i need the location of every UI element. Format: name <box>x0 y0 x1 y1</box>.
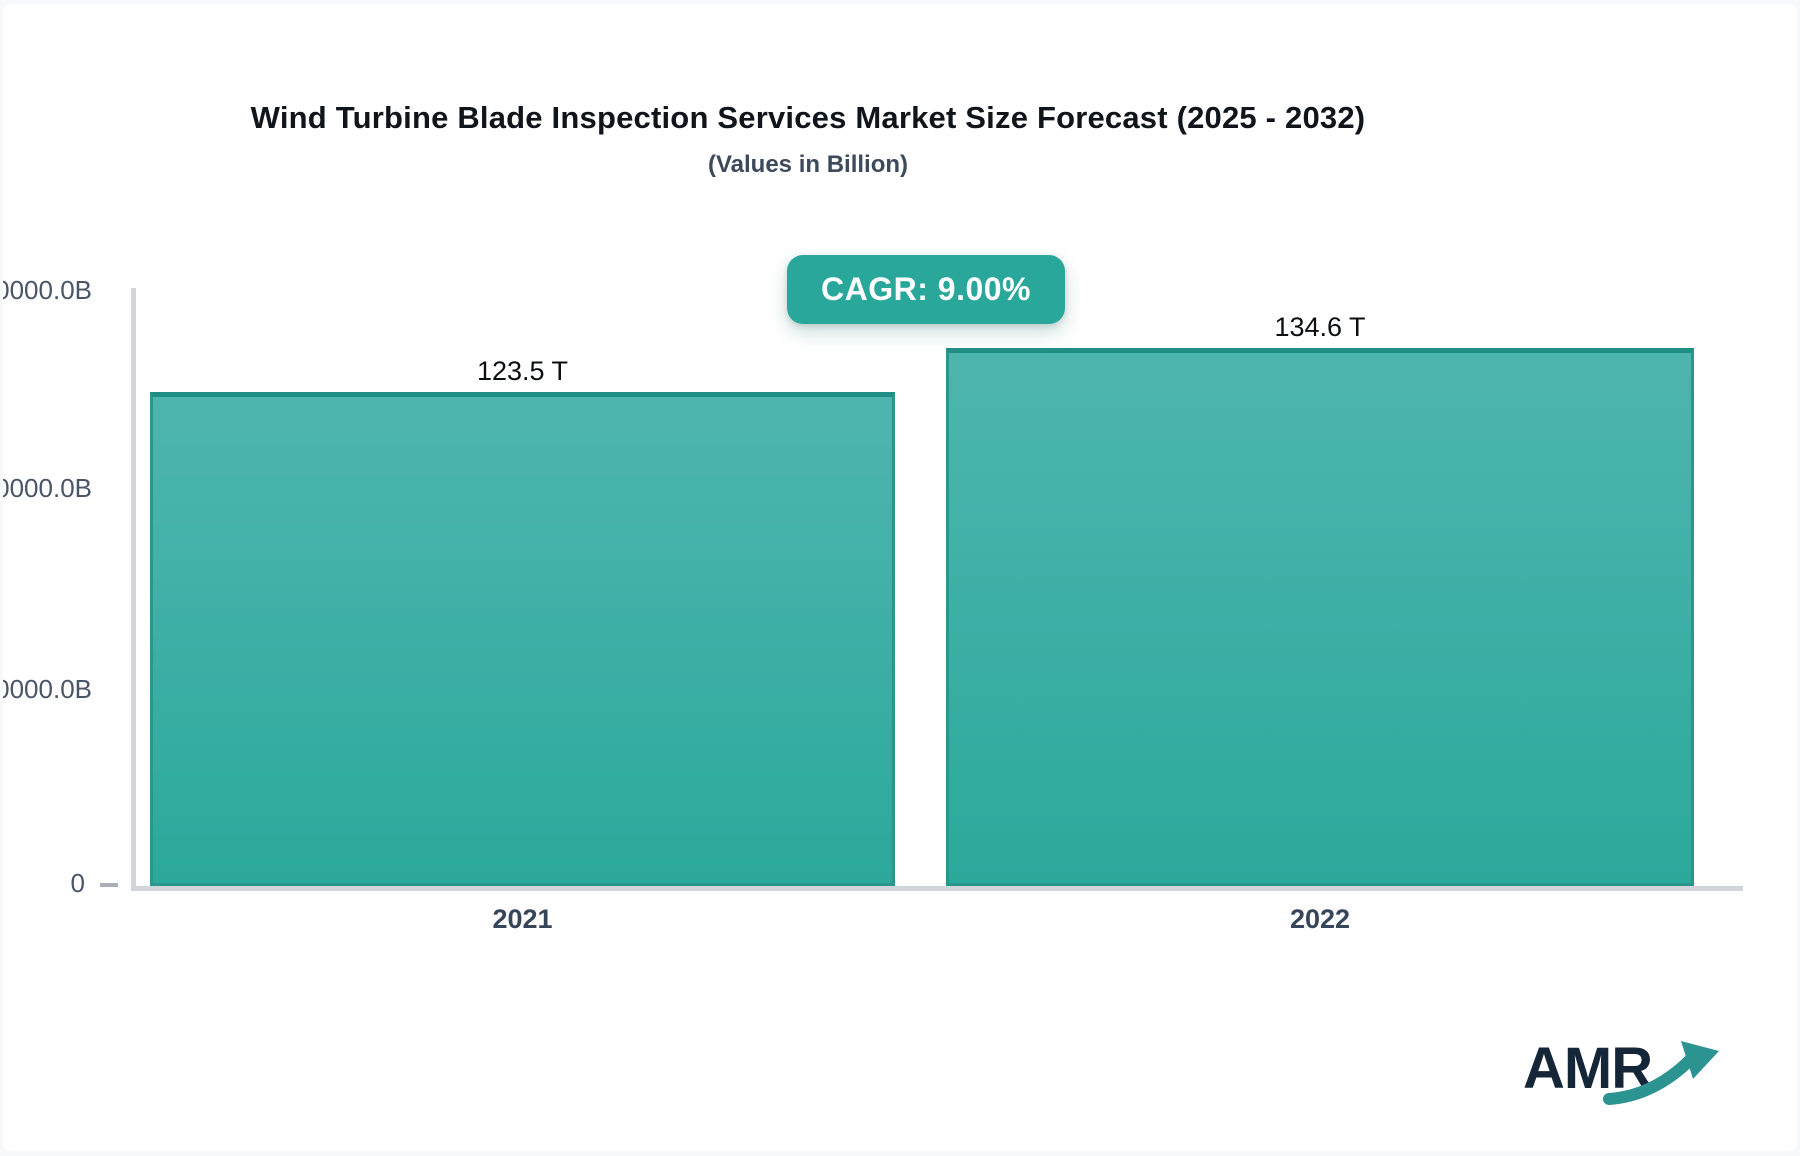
y-axis-tick-label: 0000.0B <box>3 275 92 305</box>
amr-logo-arrow-icon <box>1603 1041 1719 1105</box>
x-axis-label-2022: 2022 <box>1289 904 1351 934</box>
amr-logo: AMR <box>1523 1029 1743 1109</box>
y-axis-tick-mark <box>100 883 118 887</box>
y-axis-tick-label: 0000.0B <box>3 674 92 704</box>
x-axis-label-2021: 2021 <box>492 904 553 934</box>
bar-2022 <box>946 348 1694 886</box>
x-axis-line <box>131 886 1743 891</box>
y-axis-tick-label: 0000.0B <box>3 473 92 503</box>
y-axis-tick-label-zero: 0 <box>70 868 85 898</box>
y-axis-line <box>131 288 136 891</box>
cagr-badge: CAGR: 9.00% <box>787 255 1065 324</box>
bar-value-label-2021: 123.5 T <box>476 356 569 386</box>
chart-card: Wind Turbine Blade Inspection Services M… <box>3 4 1797 1151</box>
bar-value-label-2022: 134.6 T <box>1274 312 1366 342</box>
bar-2021 <box>150 392 895 886</box>
chart-subtitle: (Values in Billion) <box>707 151 909 178</box>
chart-title: Wind Turbine Blade Inspection Services M… <box>250 100 1366 135</box>
cagr-badge-label: CAGR: 9.00% <box>821 271 1031 307</box>
